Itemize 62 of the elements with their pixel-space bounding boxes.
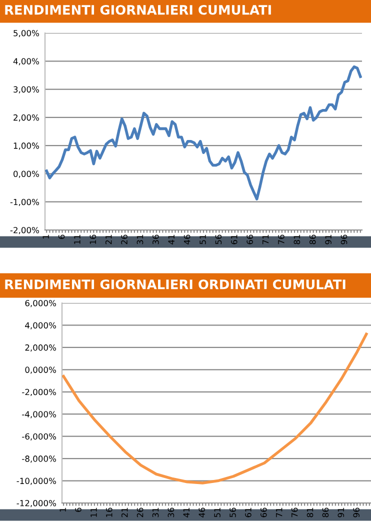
y-tick-label: 4,00% — [13, 58, 39, 66]
x-tick-label: 86 — [309, 234, 316, 244]
x-tick-label: 51 — [200, 234, 206, 244]
x-tick-label: 61 — [245, 508, 252, 518]
x-tick-label: 56 — [230, 508, 236, 518]
y-tick-label: -2,000% — [22, 388, 56, 396]
y-tick-label: 2,000% — [25, 344, 56, 352]
y-tick-label: 2,00% — [14, 114, 39, 122]
y-tick-label: 3,00% — [14, 86, 39, 94]
x-tick-label: 46 — [198, 508, 206, 518]
x-tick-label: 66 — [260, 508, 267, 518]
x-tick-label: 6 — [58, 234, 65, 239]
x-tick-label: 91 — [325, 234, 332, 244]
x-tick-label: 71 — [276, 508, 282, 518]
x-tick-label: 31 — [136, 234, 144, 244]
x-tick-label: 96 — [353, 508, 360, 518]
x-tick-label: 16 — [90, 234, 96, 244]
y-tick-label: -4,000% — [22, 411, 56, 418]
x-tick-label: 31 — [152, 508, 159, 518]
x-tick-label: 81 — [306, 508, 314, 518]
x-tick-label: 36 — [168, 508, 174, 518]
x-tick-label: 86 — [322, 508, 329, 518]
y-tick-label: 0,00% — [14, 170, 39, 178]
chart-title: RENDIMENTI GIORNALIERI CUMULATI — [5, 4, 271, 15]
y-tick-label: 5,00% — [14, 30, 39, 38]
y-tick-label: -12,000% — [16, 500, 56, 508]
y-tick-label: -8,000% — [22, 456, 56, 463]
x-tick-label: 71 — [262, 234, 269, 244]
x-tick-label: 16 — [106, 508, 112, 517]
chart-title: RENDIMENTI GIORNALIERI ORDINATI CUMULATI — [5, 279, 346, 290]
line-series — [45, 65, 362, 200]
x-tick-label: 36 — [152, 234, 159, 244]
x-tick-label: 11 — [74, 234, 80, 244]
x-tick-label: 56 — [215, 234, 222, 244]
y-tick-label: 1,00% — [14, 142, 39, 150]
x-tick-label: 76 — [291, 508, 298, 518]
y-tick-label: 6,000% — [25, 300, 56, 308]
x-tick-label: 26 — [121, 234, 128, 244]
x-tick-label: 41 — [168, 234, 174, 244]
y-tick-label: -2,00% — [10, 226, 39, 234]
x-tick-label: 26 — [136, 508, 144, 518]
line-series — [62, 332, 368, 484]
y-tick-label: -6,000% — [22, 433, 56, 440]
x-tick-label: 91 — [338, 508, 344, 518]
x-tick-label: 41 — [183, 508, 190, 518]
x-tick-label: 61 — [231, 234, 238, 244]
y-tick-label: -10,000% — [16, 478, 56, 485]
x-tick-label: 11 — [90, 508, 97, 517]
x-tick-label: 21 — [105, 234, 112, 244]
y-tick-label: 4,000% — [25, 322, 56, 330]
x-tick-label: 76 — [278, 234, 284, 244]
x-tick-label: 1 — [42, 234, 49, 239]
x-tick-label: 81 — [294, 234, 300, 244]
x-tick-label: 1 — [60, 508, 66, 512]
x-tick-label: 96 — [340, 234, 348, 244]
x-tick-label: 51 — [214, 508, 220, 518]
x-tick-label: 21 — [121, 508, 128, 518]
y-tick-label: -1,00% — [10, 198, 39, 206]
x-tick-label: 46 — [184, 234, 190, 244]
x-tick-label: 6 — [75, 508, 82, 512]
y-tick-label: 0,000% — [25, 366, 56, 374]
x-tick-label: 66 — [246, 234, 253, 244]
